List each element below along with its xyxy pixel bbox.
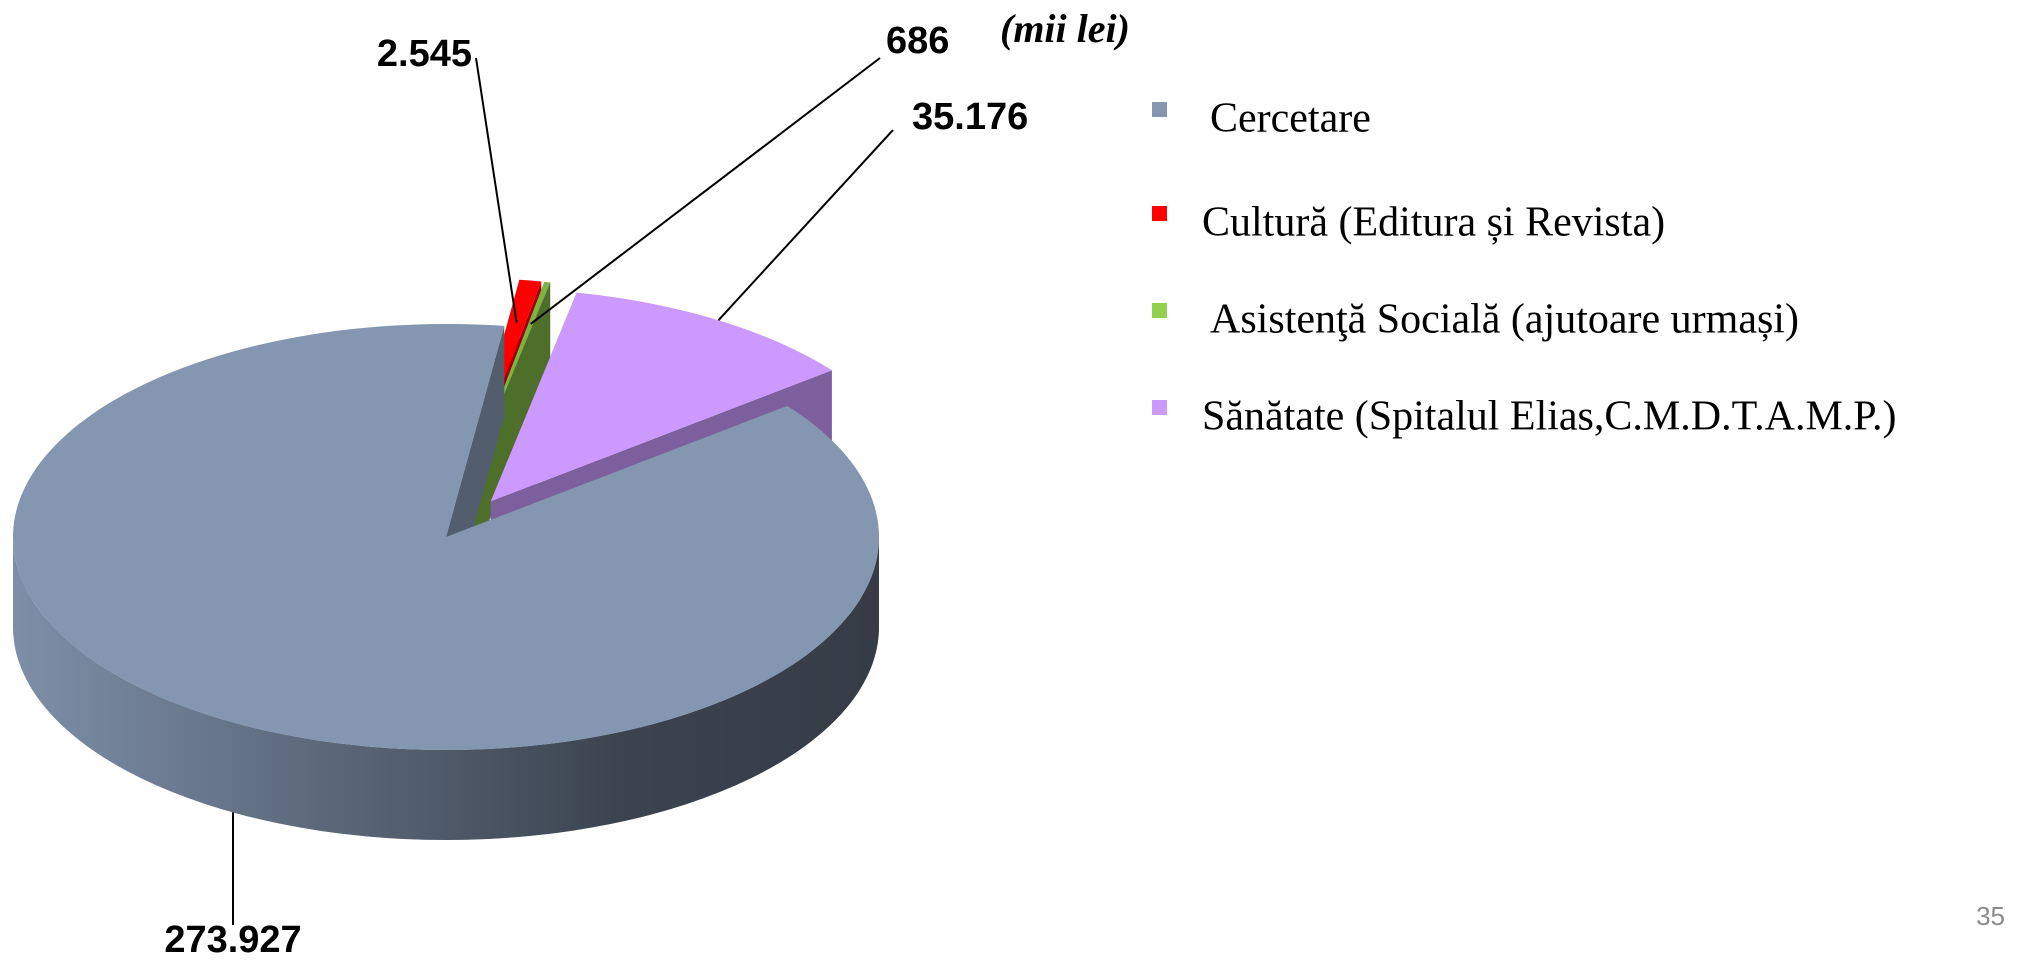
leader-line [530,57,881,325]
leader-line [717,129,894,321]
data-label: 35.176 [912,96,1028,138]
subtitle: (mii lei) [1000,6,1130,51]
data-label: 686 [886,20,949,62]
slice [13,324,880,750]
leader-line [475,57,518,323]
data-label: 2.545 [377,33,472,75]
slice [490,292,832,502]
slice-cut-face [464,282,551,582]
legend-swatch [1152,400,1167,415]
legend-swatch [1152,206,1167,221]
legend-label: Asistenţă Socială (ajutoare urmași) [1210,297,1799,343]
legend-label: Cercetare [1210,96,1371,142]
data-label: 273.927 [164,919,301,960]
slice-side-shade [13,537,879,840]
pie [13,279,880,840]
legend-swatch [1152,303,1167,318]
legend-label: Sănătate (Spitalul Elias,C.M.D.T.A.M.P.) [1202,394,1897,440]
legend-swatch [1152,102,1167,117]
page-number: 35 [1976,901,2005,931]
legend-label: Cultură (Editura și Revista) [1202,200,1665,246]
